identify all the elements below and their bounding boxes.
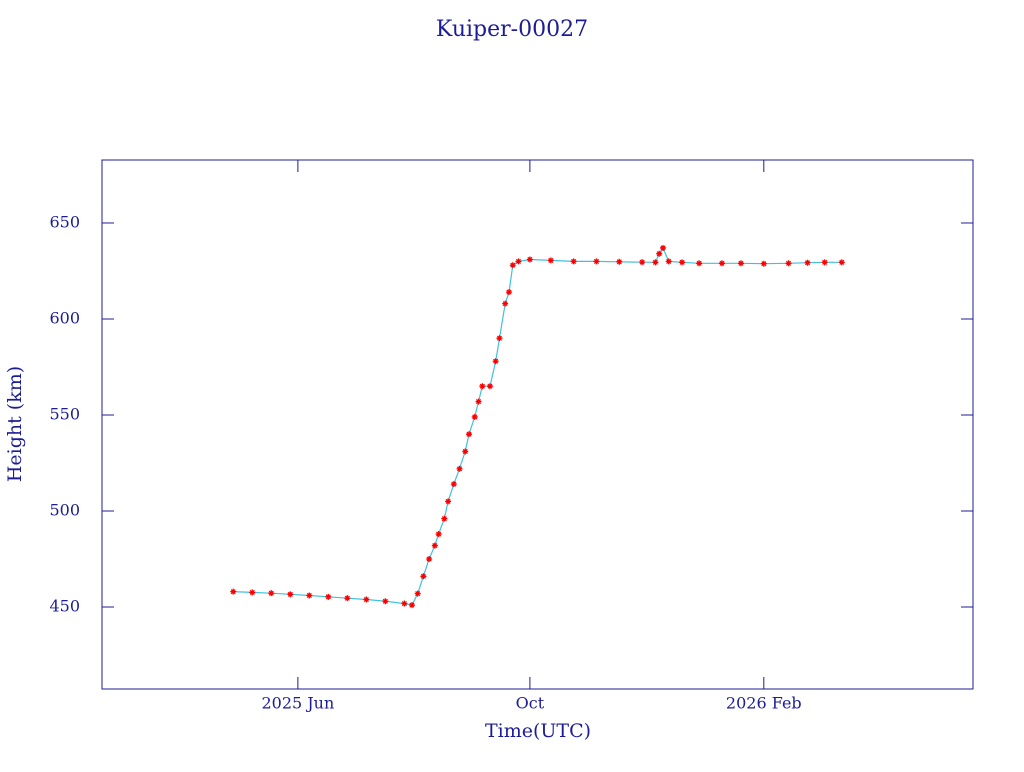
data-point bbox=[344, 595, 351, 602]
data-point bbox=[445, 498, 452, 505]
data-point bbox=[718, 260, 725, 267]
data-point bbox=[363, 596, 370, 603]
x-tick-label: 2025 Jun bbox=[261, 694, 334, 713]
data-point bbox=[593, 258, 600, 265]
data-point bbox=[821, 259, 828, 266]
data-point bbox=[401, 600, 408, 607]
plot-frame bbox=[101, 159, 974, 690]
y-tick-label: 450 bbox=[49, 597, 80, 616]
y-tick-label: 600 bbox=[49, 308, 80, 327]
data-point bbox=[760, 260, 767, 267]
data-point bbox=[456, 465, 463, 472]
data-point bbox=[426, 556, 433, 563]
data-point bbox=[475, 398, 482, 405]
data-point bbox=[287, 591, 294, 598]
data-point bbox=[502, 300, 509, 307]
y-tick-label: 650 bbox=[49, 212, 80, 231]
data-point bbox=[505, 289, 512, 296]
data-point bbox=[656, 250, 663, 257]
x-tick-label: Oct bbox=[516, 694, 545, 713]
data-point bbox=[570, 258, 577, 265]
data-point bbox=[450, 481, 457, 488]
data-point bbox=[230, 588, 237, 595]
data-point bbox=[408, 602, 415, 609]
x-tick-label: 2026 Feb bbox=[726, 694, 802, 713]
data-point bbox=[616, 258, 623, 265]
y-axis-label: Height (km) bbox=[4, 366, 26, 482]
y-tick-label: 550 bbox=[49, 404, 80, 423]
x-axis-label: Time(UTC) bbox=[485, 720, 591, 742]
data-point bbox=[547, 257, 554, 264]
chart-title: Kuiper-00027 bbox=[436, 17, 588, 42]
data-point bbox=[515, 258, 522, 265]
data-point bbox=[382, 598, 389, 605]
data-point bbox=[652, 259, 659, 266]
data-point bbox=[496, 335, 503, 342]
data-point bbox=[737, 260, 744, 267]
data-point bbox=[420, 573, 427, 580]
data-point bbox=[804, 259, 811, 266]
data-point bbox=[526, 256, 533, 263]
data-point bbox=[639, 259, 646, 266]
data-point bbox=[486, 383, 493, 390]
data-line bbox=[233, 246, 842, 606]
data-point bbox=[414, 590, 421, 597]
data-point bbox=[838, 259, 845, 266]
data-point bbox=[509, 262, 516, 269]
data-point bbox=[325, 593, 332, 600]
data-point bbox=[492, 358, 499, 365]
data-point bbox=[479, 383, 486, 390]
data-point bbox=[306, 592, 313, 599]
y-tick-label: 500 bbox=[49, 501, 80, 520]
data-point bbox=[441, 515, 448, 522]
data-point bbox=[268, 590, 275, 597]
data-point bbox=[660, 244, 667, 251]
data-point bbox=[435, 531, 442, 538]
data-point bbox=[249, 589, 256, 596]
data-point bbox=[679, 259, 686, 266]
data-point bbox=[696, 260, 703, 267]
data-point bbox=[471, 413, 478, 420]
data-point bbox=[462, 448, 469, 455]
data-point bbox=[466, 431, 473, 438]
data-point bbox=[431, 542, 438, 549]
data-point bbox=[665, 258, 672, 265]
data-point bbox=[785, 260, 792, 267]
